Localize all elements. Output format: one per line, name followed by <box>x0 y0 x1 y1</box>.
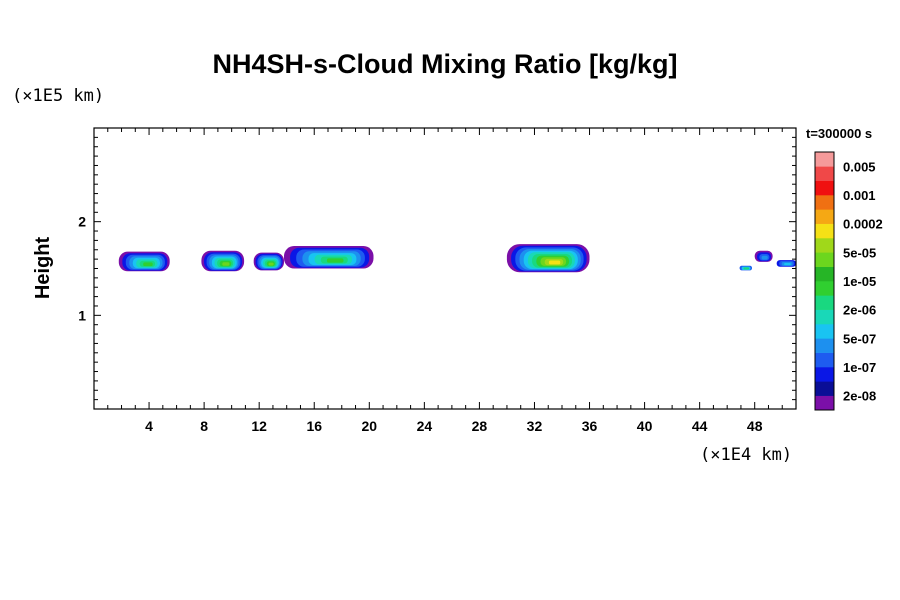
x-tick-label: 4 <box>145 418 153 434</box>
cloud-level <box>268 262 274 266</box>
chart-title: NH4SH-s-Cloud Mixing Ratio [kg/kg] <box>213 49 678 79</box>
colorbar-label: 5e-05 <box>843 245 876 260</box>
cloud-level <box>548 260 561 265</box>
colorbar-swatch <box>815 338 834 353</box>
x-tick-labels: 4 8 12 16 20 24 28 32 36 40 44 48 <box>145 418 763 434</box>
colorbar-swatch <box>815 324 834 339</box>
x-tick-label: 40 <box>637 418 653 434</box>
x-tick-label: 16 <box>306 418 322 434</box>
cloud-level <box>761 255 768 260</box>
colorbar-swatch <box>815 252 834 267</box>
colorbar-swatch <box>815 367 834 382</box>
cloud-patch <box>754 250 773 262</box>
y-tick-label: 1 <box>78 307 86 323</box>
colorbar-swatch <box>815 152 834 167</box>
colorbar-swatch <box>815 238 834 253</box>
y-tick-label: 2 <box>78 214 86 230</box>
colorbar-swatch <box>815 381 834 396</box>
y-tick-labels: 12 <box>78 214 86 324</box>
colorbar <box>814 151 835 411</box>
cloud-patch <box>253 252 284 271</box>
colorbar-frame <box>814 151 835 411</box>
colorbar-label: 0.0002 <box>843 217 883 232</box>
x-tick-label: 8 <box>200 418 208 434</box>
y-axis-label: Height <box>32 237 54 300</box>
x-tick-label: 48 <box>747 418 763 434</box>
cloud-patch <box>776 260 796 267</box>
colorbar-label: 1e-05 <box>843 274 876 289</box>
cloud-level <box>743 267 750 270</box>
x-tick-label: 20 <box>362 418 378 434</box>
colorbar-swatch <box>815 180 834 196</box>
colorbar-swatch <box>815 395 834 411</box>
cloud-patch <box>201 250 245 272</box>
plot-area <box>118 244 796 273</box>
colorbar-swatch <box>815 195 834 210</box>
colorbar-swatch <box>815 295 834 310</box>
cloud-patch <box>118 251 170 272</box>
colorbar-swatch <box>815 352 834 368</box>
colorbar-label: 0.005 <box>843 159 876 174</box>
x-tick-label: 28 <box>472 418 488 434</box>
x-tick-label: 24 <box>417 418 433 434</box>
cloud-patch <box>284 246 374 269</box>
cloud-level <box>326 258 344 263</box>
plot-frame <box>93 127 797 410</box>
y-axis-unit: (×1E5 km) <box>12 86 104 106</box>
colorbar-labels: 2e-08 1e-07 5e-07 2e-06 1e-05 5e-05 0.0002 0.00… <box>843 159 883 403</box>
cloud-level <box>222 262 230 266</box>
x-tick-label: 32 <box>527 418 543 434</box>
colorbar-swatch <box>815 223 834 239</box>
colorbar-swatch <box>815 166 834 181</box>
axis-ticks <box>94 128 796 409</box>
cloud-level <box>784 263 791 266</box>
colorbar-swatch <box>815 281 834 296</box>
x-tick-label: 44 <box>692 418 708 434</box>
cloud-level <box>143 262 153 267</box>
cloud-patch <box>739 265 752 271</box>
colorbar-swatch <box>815 309 834 325</box>
colorbar-label: 0.001 <box>843 188 876 203</box>
colorbar-label: 2e-08 <box>843 389 876 404</box>
colorbar-label: 2e-06 <box>843 303 876 318</box>
x-tick-label: 36 <box>582 418 598 434</box>
colorbar-label: 1e-07 <box>843 360 876 375</box>
colorbar-swatch <box>815 266 834 282</box>
colorbar-swatch <box>815 209 834 224</box>
colorbar-label: 5e-07 <box>843 331 876 346</box>
cloud-patch <box>506 244 590 273</box>
x-axis-unit: (×1E4 km) <box>700 445 792 465</box>
time-label: t=300000 s <box>806 126 872 141</box>
x-tick-label: 12 <box>251 418 267 434</box>
